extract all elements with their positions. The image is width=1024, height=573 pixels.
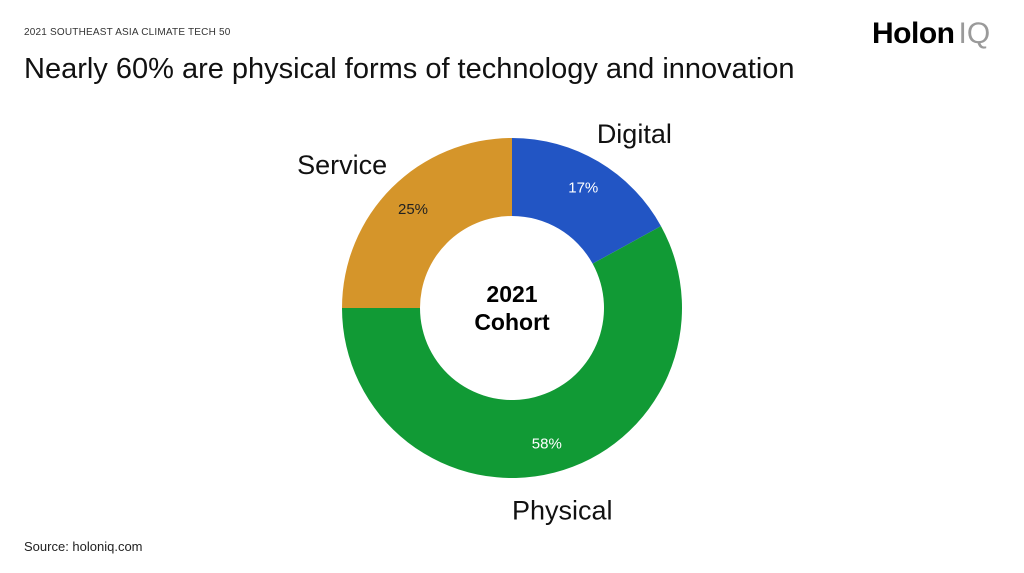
- source-note: Source: holoniq.com: [24, 539, 143, 554]
- center-label-line-2: Cohort: [474, 309, 550, 335]
- holoniq-logo: Holon IQ: [872, 16, 990, 52]
- logo-wordmark: Holon: [872, 17, 955, 50]
- logo-iq-mark: IQ: [958, 17, 991, 50]
- center-label-line-1: 2021: [486, 281, 537, 307]
- slice-value-digital: 17%: [568, 179, 598, 196]
- slice-value-physical: 58%: [532, 436, 562, 453]
- slice-label-physical: Physical: [512, 496, 613, 526]
- report-kicker: 2021 SOUTHEAST ASIA CLIMATE TECH 50: [24, 27, 231, 38]
- chart-title: Nearly 60% are physical forms of technol…: [24, 53, 795, 85]
- slice-physical: [342, 226, 682, 479]
- slice-label-service: Service: [297, 150, 387, 180]
- slice-digital: [512, 138, 661, 264]
- slice-value-service: 25%: [398, 201, 428, 218]
- slice-label-digital: Digital: [597, 119, 672, 149]
- slice-service: [342, 138, 512, 308]
